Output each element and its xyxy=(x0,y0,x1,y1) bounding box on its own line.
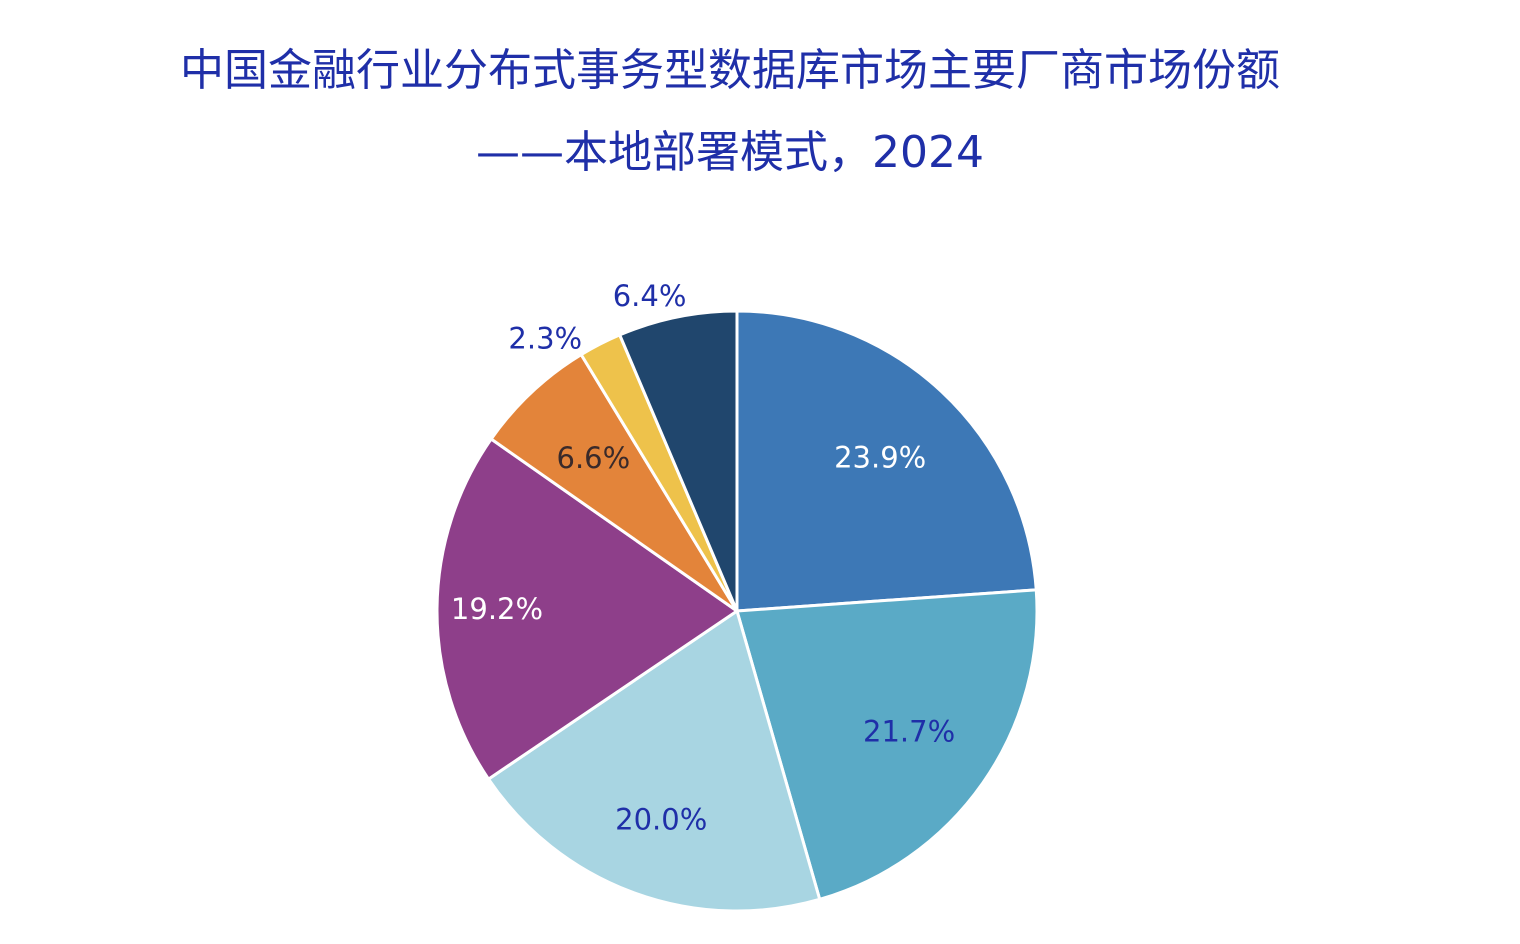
pie-slice-5 xyxy=(489,352,739,613)
data-label-3: 20.0% xyxy=(615,803,707,837)
chart-subtitle: ——本地部署模式，2024 xyxy=(476,127,984,178)
data-label-2: 21.7% xyxy=(863,714,955,748)
pie-slice-4 xyxy=(435,436,740,782)
pie-slice-2 xyxy=(735,588,1039,902)
data-label-1: 23.9% xyxy=(834,440,926,474)
pie-slice-7 xyxy=(617,309,739,612)
data-label-4: 19.2% xyxy=(451,592,543,626)
data-label-7: 6.4% xyxy=(613,279,687,313)
pie-slice-3 xyxy=(486,608,822,913)
data-label-6: 2.3% xyxy=(508,322,582,356)
pie-labels: 23.9% 21.7% 20.0% 19.2% 6.6% 2.3% 6.4% xyxy=(451,279,955,837)
data-label-5: 6.6% xyxy=(557,441,631,475)
pie-slice-1 xyxy=(735,309,1038,613)
chart-title: 中国金融行业分布式事务型数据库市场主要厂商市场份额 xyxy=(180,45,1280,96)
pie-slices xyxy=(435,309,1039,913)
chart-title-block: 中国金融行业分布式事务型数据库市场主要厂商市场份额 ——本地部署模式，2024 xyxy=(0,30,1460,194)
